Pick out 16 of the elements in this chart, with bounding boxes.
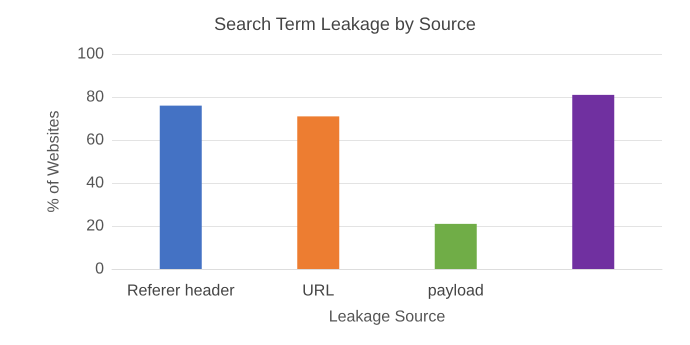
bar: [160, 106, 202, 269]
y-tick-label: 80: [86, 88, 104, 106]
bar: [297, 116, 340, 269]
y-axis-title: % of Websites: [46, 110, 62, 212]
x-tick-label: URL: [302, 282, 334, 300]
bar: [434, 224, 477, 269]
y-tick-label: 40: [86, 174, 104, 192]
y-tick-label: 60: [86, 132, 104, 148]
bar: [572, 94, 614, 269]
y-tick-label: 20: [86, 218, 104, 234]
x-tick-label: Referer header: [126, 282, 236, 300]
x-tick-label: payload: [428, 282, 484, 300]
chart-title: Search Term Leakage by Source: [214, 14, 476, 34]
x-axis-title: Leakage Source: [328, 308, 446, 326]
y-tick-label: 0: [95, 260, 104, 278]
y-tick-label: 100: [77, 46, 104, 62]
